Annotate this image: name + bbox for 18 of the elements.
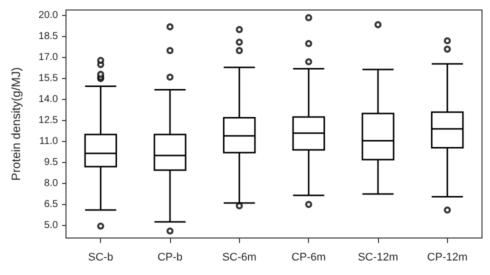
- y-tick-label: 20.0: [38, 10, 58, 22]
- y-tick-label: 11.0: [39, 136, 58, 147]
- x-tick-label: CP-12m: [427, 252, 468, 264]
- y-tick-label: 8.0: [44, 178, 58, 189]
- x-tick-label: CP-6m: [292, 252, 326, 264]
- x-tick-label: SC-12m: [358, 252, 398, 264]
- x-tick-label: SC-b: [88, 252, 114, 264]
- y-tick-label: 5.0: [44, 220, 58, 231]
- x-tick-label: CP-b: [157, 252, 183, 264]
- y-tick-label: 12.5: [38, 115, 58, 126]
- x-tick-label: SC-6m: [222, 252, 256, 264]
- y-tick-label: 17.0: [38, 52, 58, 64]
- y-tick-label: 9.5: [44, 156, 58, 168]
- y-tick-label: 15.5: [38, 73, 58, 84]
- y-tick-label: 18.5: [38, 31, 58, 42]
- y-tick-label: 14.0: [38, 94, 58, 106]
- y-axis-title: Protein density(g/MJ): [9, 67, 23, 181]
- y-tick-label: 6.5: [44, 198, 58, 210]
